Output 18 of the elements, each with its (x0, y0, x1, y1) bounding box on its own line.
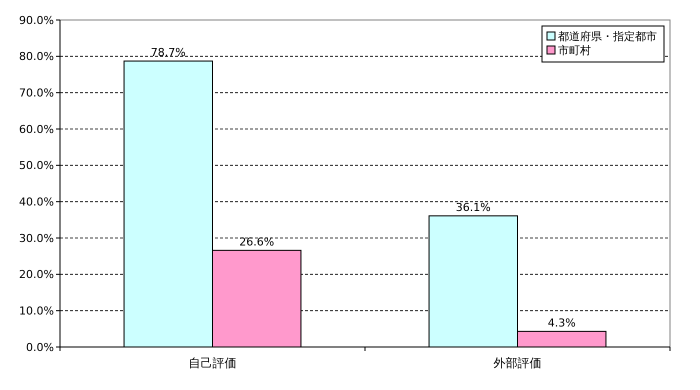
y-tick-label: 90.0% (19, 14, 54, 27)
data-label: 4.3% (548, 316, 576, 330)
legend-label: 市町村 (558, 44, 591, 57)
x-tick-label: 外部評価 (494, 356, 542, 370)
y-tick-label: 0.0% (26, 340, 54, 354)
y-tick-label: 80.0% (19, 50, 54, 64)
legend-label: 都道府県・指定都市 (558, 30, 657, 43)
x-tick-label: 自己評価 (188, 356, 236, 370)
data-label: 36.1% (456, 200, 491, 214)
y-tick-label: 50.0% (19, 159, 54, 172)
y-tick-label: 60.0% (19, 122, 54, 136)
y-tick-label: 10.0% (19, 304, 54, 318)
y-tick-label: 30.0% (19, 232, 54, 245)
data-label: 78.7% (150, 46, 186, 60)
y-tick-label: 20.0% (19, 268, 54, 282)
y-tick-label: 40.0% (19, 196, 54, 209)
data-label: 26.6% (239, 235, 274, 248)
y-tick-label: 70.0% (19, 86, 54, 100)
